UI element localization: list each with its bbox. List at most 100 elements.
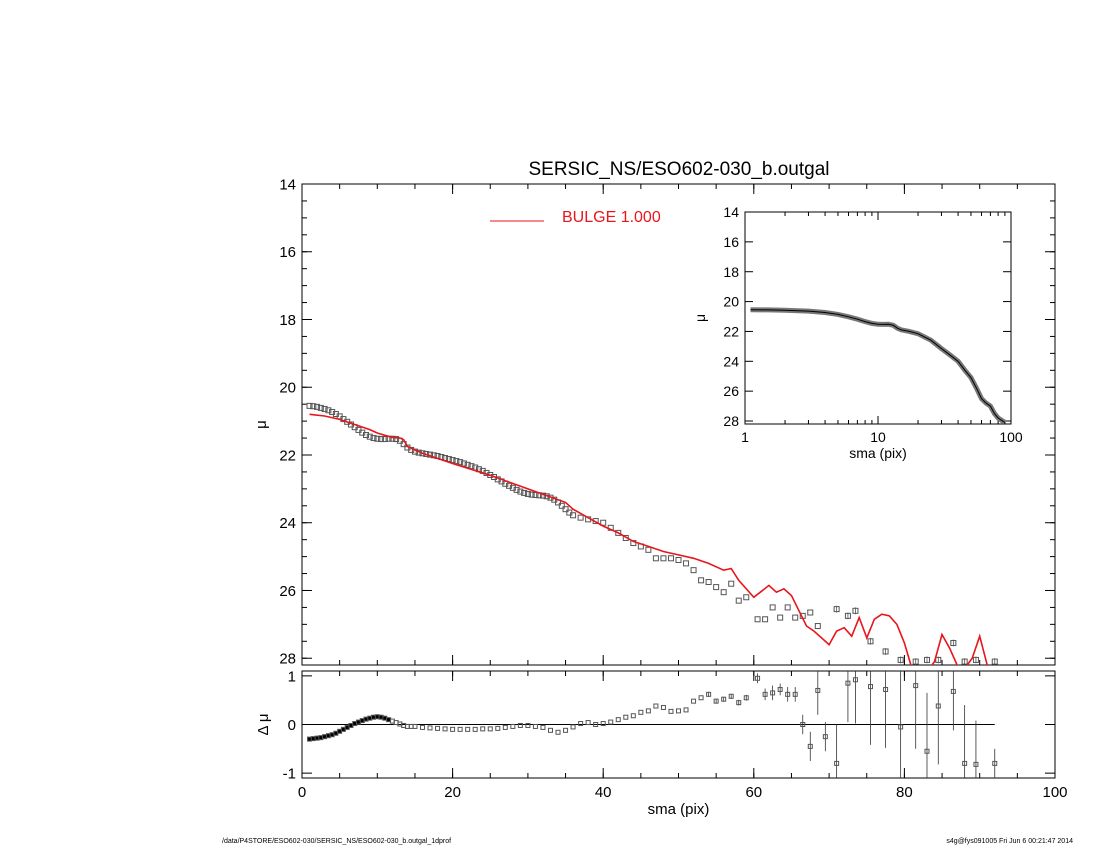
- main-profile-panel: 14 16 18 20 22 24 26 28 μ BULGE 1.000: [253, 176, 1056, 668]
- residual-point: [755, 675, 761, 681]
- y-tick-label: 14: [723, 204, 739, 220]
- data-point: [652, 555, 659, 562]
- residual-point: [785, 691, 791, 697]
- y-tick-label: 22: [279, 447, 296, 464]
- footer-file-path: /data/P4STORE/ESO602-030/SERSIC_NS/ESO60…: [222, 838, 452, 845]
- residual-point: [645, 708, 651, 714]
- data-point: [792, 614, 799, 621]
- data-point: [378, 436, 385, 443]
- data-point: [306, 402, 313, 409]
- y-axis-label: μ: [692, 314, 708, 322]
- y-tick-label: -1: [283, 766, 296, 783]
- data-point: [991, 658, 998, 665]
- data-point: [363, 432, 370, 439]
- data-point: [393, 436, 400, 443]
- y-tick-label: 14: [279, 176, 296, 193]
- data-point: [720, 589, 727, 596]
- residual-point: [525, 722, 531, 728]
- residual-point: [845, 680, 851, 686]
- data-point: [453, 458, 460, 465]
- data-point: [690, 567, 697, 574]
- x-tick-label: 20: [444, 784, 461, 801]
- residual-point: [578, 721, 584, 727]
- x-axis-label: sma (pix): [849, 445, 907, 461]
- data-point: [460, 460, 467, 467]
- residual-point: [852, 677, 858, 683]
- data-point: [645, 546, 652, 553]
- residual-point: [480, 726, 486, 732]
- residual-point: [913, 683, 919, 689]
- data-point: [777, 614, 784, 621]
- residual-point: [807, 743, 813, 749]
- data-point: [912, 658, 919, 665]
- inset-background: [705, 195, 1045, 475]
- residual-point: [442, 726, 448, 732]
- y-tick-label: 20: [279, 380, 296, 397]
- residual-point: [800, 722, 806, 727]
- residual-point: [962, 760, 968, 766]
- residual-point: [450, 726, 456, 732]
- residual-point: [721, 696, 727, 702]
- residual-point: [728, 693, 734, 699]
- residual-point: [736, 700, 742, 706]
- y-tick-label: 26: [279, 583, 296, 600]
- residual-point: [472, 726, 478, 732]
- chart-title: SERSIC_NS/ESO602-030_b.outgal: [528, 159, 829, 180]
- residual-point: [770, 690, 776, 696]
- residual-point: [623, 714, 629, 720]
- residual-point: [691, 698, 697, 704]
- residual-point: [563, 727, 569, 733]
- residual-point: [510, 723, 516, 729]
- residual-point: [743, 695, 749, 701]
- data-point: [950, 639, 957, 646]
- data-point: [972, 656, 979, 663]
- residual-point: [495, 725, 501, 731]
- x-tick-label: 100: [999, 429, 1023, 445]
- residual-point: [777, 686, 783, 692]
- y-tick-label: 16: [279, 244, 296, 261]
- residual-point: [457, 726, 463, 732]
- residual-point: [676, 708, 681, 714]
- residual-point: [593, 722, 599, 727]
- residual-point: [683, 707, 689, 713]
- data-point: [852, 607, 859, 614]
- data-point: [528, 491, 535, 498]
- data-point: [366, 433, 373, 440]
- data-point: [844, 612, 851, 619]
- data-point: [814, 623, 821, 630]
- data-point: [558, 502, 565, 509]
- residual-point: [630, 713, 636, 719]
- data-point: [667, 555, 674, 562]
- residual-point: [762, 691, 768, 697]
- residual-point: [585, 720, 591, 726]
- residual-point: [435, 725, 441, 731]
- residual-point: [653, 703, 659, 709]
- data-point: [698, 577, 705, 584]
- data-point: [923, 656, 930, 663]
- data-point: [370, 435, 377, 442]
- main-profile-plot-area: [306, 402, 998, 665]
- residual-point: [698, 695, 704, 701]
- residual-point: [517, 722, 523, 728]
- residual-point: [555, 729, 561, 735]
- y-tick-label: 22: [723, 323, 739, 339]
- data-point: [660, 555, 667, 562]
- data-point: [419, 450, 426, 457]
- residual-point: [883, 686, 889, 692]
- data-point: [728, 580, 735, 587]
- data-point: [867, 638, 874, 645]
- x-tick-label: 40: [595, 784, 612, 801]
- inset-log-profile-plot-area: [750, 307, 1007, 424]
- residual-point: [502, 724, 508, 730]
- data-point: [513, 486, 520, 493]
- data-point: [374, 435, 381, 442]
- residual-point: [638, 709, 644, 715]
- residual-point: [412, 723, 418, 729]
- residual-point: [713, 698, 719, 704]
- residual-point: [992, 760, 998, 766]
- residual-point: [973, 761, 979, 767]
- residual-point: [924, 748, 930, 754]
- data-point: [615, 529, 622, 536]
- data-point: [882, 648, 889, 655]
